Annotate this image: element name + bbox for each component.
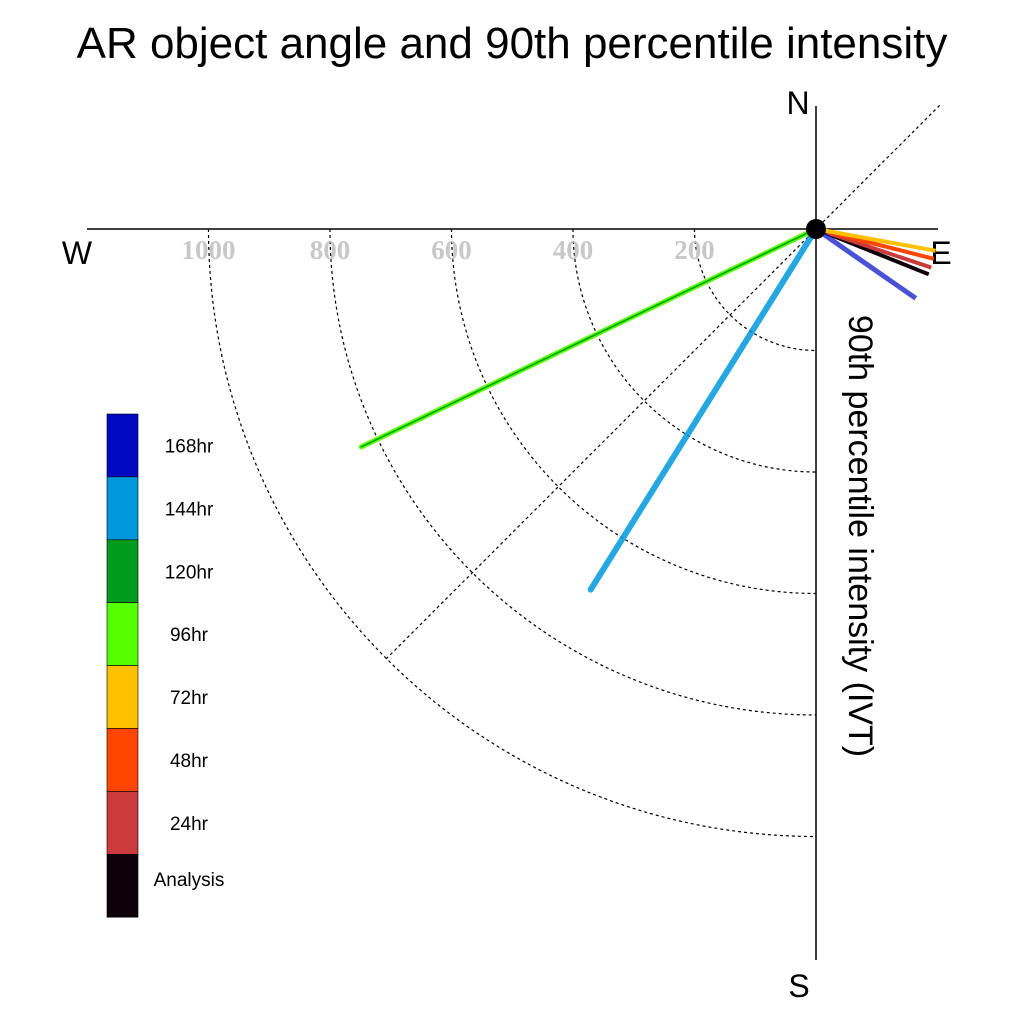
- y-axis-label: 90th percentile intensity (IVT): [841, 315, 879, 757]
- legend-swatch-120hr: [106, 539, 139, 603]
- range-ring-800: [329, 228, 817, 716]
- legend-swatch-168hr: [106, 413, 139, 478]
- range-ring-600: [450, 228, 817, 595]
- chart-title: AR object angle and 90th percentile inte…: [77, 19, 948, 68]
- legend-swatch-analysis: [106, 853, 139, 918]
- vector-144hr: [587, 226, 819, 593]
- compass-east-label: E: [930, 235, 951, 271]
- tick-label-800: 800: [310, 235, 351, 265]
- range-rings: [207, 228, 817, 838]
- legend-label-analysis: Analysis: [154, 870, 225, 891]
- tick-label-1000: 1000: [182, 235, 236, 265]
- legend-label-120hr: 120hr: [165, 562, 214, 583]
- legend-label-48hr: 48hr: [170, 751, 209, 772]
- compass-north-label: N: [786, 85, 809, 121]
- legend: 168hr 144hr 120hr 96hr 72hr 48hr 24hr Analysis: [106, 413, 225, 918]
- tick-label-400: 400: [553, 235, 594, 265]
- legend-swatch-72hr: [106, 665, 139, 729]
- legend-label-96hr: 96hr: [170, 625, 209, 646]
- forecast-vectors: [358, 226, 936, 593]
- range-ring-200: [693, 228, 817, 352]
- compass-west-label: W: [62, 235, 93, 271]
- intensity-tick-labels: 200 400 600 800 1000: [182, 235, 715, 265]
- legend-swatch-48hr: [106, 728, 139, 792]
- compass-south-label: S: [788, 968, 809, 1004]
- legend-swatch-144hr: [106, 476, 139, 541]
- tick-label-600: 600: [431, 235, 472, 265]
- legend-label-144hr: 144hr: [165, 499, 214, 520]
- range-ring-1000: [207, 228, 817, 838]
- tick-label-200: 200: [674, 235, 715, 265]
- vector-120hr: [360, 228, 817, 448]
- vector-168hr: [814, 226, 918, 301]
- legend-label-24hr: 24hr: [170, 814, 209, 835]
- vector-72hr: [815, 227, 936, 253]
- legend-swatch-24hr: [106, 791, 139, 855]
- legend-label-72hr: 72hr: [170, 688, 209, 709]
- diagonal-guide-line: [385, 103, 942, 660]
- origin-marker: [806, 219, 826, 239]
- legend-label-168hr: 168hr: [165, 436, 214, 457]
- range-ring-400: [572, 228, 817, 473]
- legend-swatch-96hr: [106, 602, 139, 666]
